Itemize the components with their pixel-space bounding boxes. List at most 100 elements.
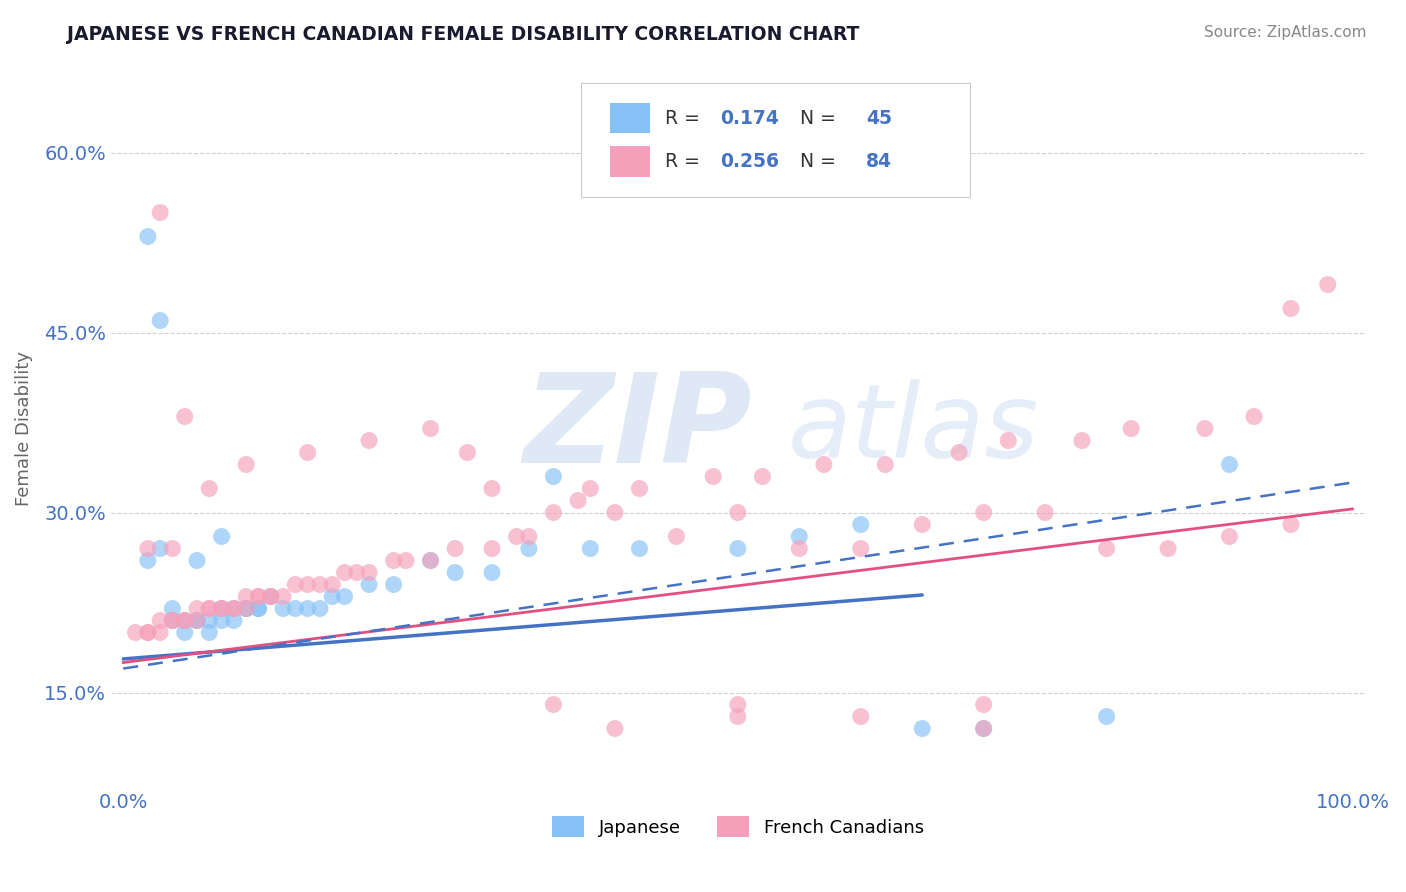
Point (1033, 506, 1056, 520)
Point (1157, 541, 1180, 556)
Point (419, 553, 441, 567)
Point (297, 601, 319, 615)
Text: ZIP: ZIP (523, 368, 752, 489)
Point (1279, 517, 1302, 532)
Point (973, 722, 995, 736)
Point (198, 614, 221, 628)
Point (271, 601, 294, 615)
Point (321, 577, 343, 591)
Text: atlas: atlas (787, 378, 1039, 478)
Point (260, 590, 283, 604)
Point (1218, 458, 1240, 472)
Point (456, 445, 478, 459)
Point (149, 541, 172, 556)
Point (162, 541, 184, 556)
Point (444, 541, 467, 556)
Point (419, 553, 441, 567)
Point (149, 625, 172, 640)
Point (173, 614, 195, 628)
Point (333, 590, 356, 604)
Text: R =: R = (665, 109, 706, 128)
Legend: Japanese, French Canadians: Japanese, French Canadians (544, 809, 931, 845)
Point (260, 590, 283, 604)
Text: N =: N = (787, 152, 842, 171)
Point (787, 529, 810, 543)
Point (727, 506, 749, 520)
Point (911, 722, 934, 736)
Point (173, 625, 195, 640)
Point (149, 313, 172, 327)
Point (628, 482, 651, 496)
Point (222, 601, 245, 615)
Point (333, 566, 356, 580)
Point (211, 614, 233, 628)
Point (198, 601, 221, 615)
Point (787, 541, 810, 556)
Point (419, 421, 441, 435)
Point (211, 601, 233, 615)
Point (727, 541, 749, 556)
Text: R =: R = (665, 152, 706, 171)
Point (198, 482, 221, 496)
Point (321, 590, 343, 604)
Point (162, 614, 184, 628)
Point (211, 601, 233, 615)
Point (1316, 277, 1339, 292)
Point (1121, 421, 1143, 435)
Point (186, 614, 208, 628)
FancyBboxPatch shape (610, 146, 650, 177)
Text: Source: ZipAtlas.com: Source: ZipAtlas.com (1204, 25, 1367, 40)
Point (260, 590, 283, 604)
Point (382, 577, 405, 591)
Point (973, 698, 995, 712)
Point (628, 541, 651, 556)
Point (973, 722, 995, 736)
Point (359, 566, 381, 580)
Point (222, 601, 245, 615)
FancyBboxPatch shape (610, 103, 650, 133)
Point (284, 601, 307, 615)
Point (395, 553, 418, 567)
Text: 0.174: 0.174 (720, 109, 779, 128)
Point (235, 601, 257, 615)
Point (136, 625, 159, 640)
Point (505, 529, 527, 543)
Point (297, 445, 319, 459)
Point (517, 541, 540, 556)
Point (603, 722, 626, 736)
Point (136, 625, 159, 640)
Point (309, 577, 332, 591)
Point (382, 553, 405, 567)
Point (517, 529, 540, 543)
Point (136, 541, 159, 556)
Point (309, 601, 332, 615)
Point (247, 601, 270, 615)
Point (567, 493, 589, 508)
Point (162, 614, 184, 628)
Point (1218, 529, 1240, 543)
Point (149, 205, 172, 219)
Point (186, 614, 208, 628)
Point (284, 577, 307, 591)
Point (702, 469, 724, 483)
Point (948, 445, 970, 459)
Point (297, 577, 319, 591)
Text: 45: 45 (866, 109, 891, 128)
Point (186, 601, 208, 615)
Point (1194, 421, 1216, 435)
Point (579, 541, 602, 556)
Point (813, 458, 835, 472)
Point (849, 517, 872, 532)
Point (346, 566, 368, 580)
Point (579, 482, 602, 496)
Point (247, 590, 270, 604)
Point (481, 541, 503, 556)
FancyBboxPatch shape (581, 83, 970, 196)
Point (543, 698, 565, 712)
Point (973, 506, 995, 520)
Point (247, 601, 270, 615)
Point (235, 601, 257, 615)
Point (235, 601, 257, 615)
Point (359, 434, 381, 448)
Point (543, 469, 565, 483)
